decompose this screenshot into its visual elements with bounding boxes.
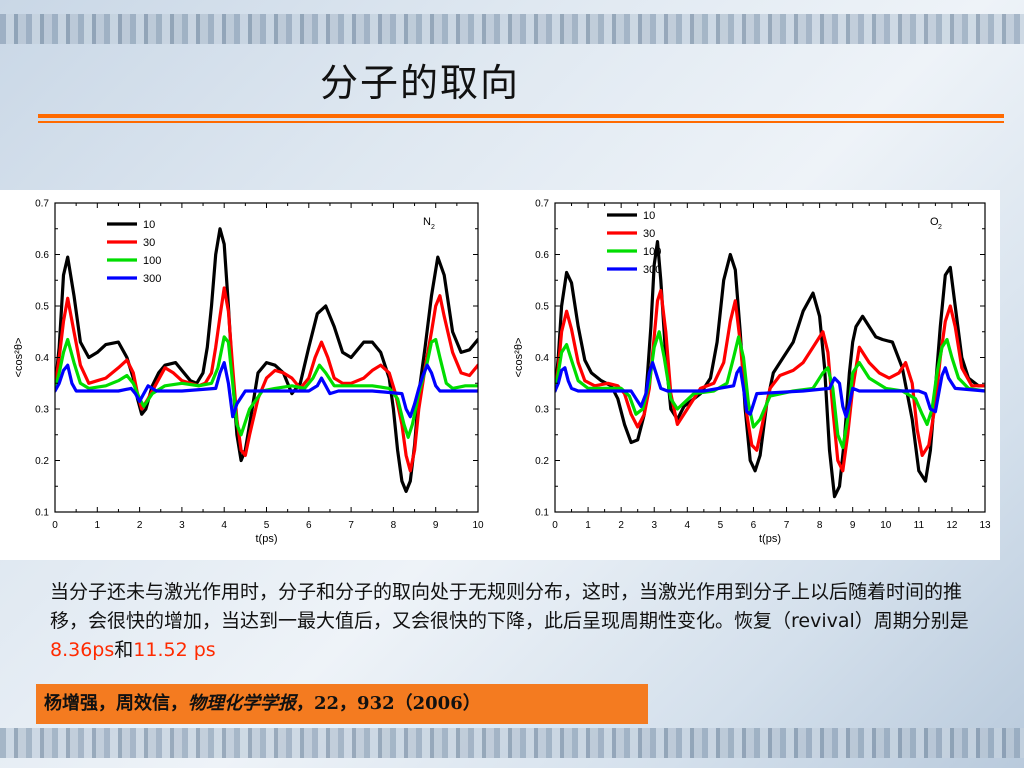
x-tick-label: 5 — [264, 520, 270, 531]
series-line-30 — [55, 286, 478, 473]
y-tick-label: 0.7 — [535, 199, 549, 210]
legend-label-300: 300 — [643, 264, 661, 276]
series-line-30 — [555, 288, 985, 473]
revival-period-n2: 8.36ps — [50, 639, 115, 661]
x-tick-label: 3 — [179, 520, 185, 531]
series-line-100 — [55, 335, 478, 439]
x-tick-label: 6 — [306, 520, 312, 531]
chart-panel-o2: 0 1 2 3 4 5 6 7 8 9 10 11 12 13 0.1 0.2 0.3 0.4 0.5 0.6 0.7 t… — [500, 190, 1000, 560]
y-axis-label: <cos²θ> — [513, 338, 525, 378]
x-tick-label: 9 — [850, 520, 856, 531]
y-tick-label: 0.2 — [35, 456, 49, 467]
x-tick-label: 8 — [391, 520, 397, 531]
x-tick-label: 8 — [817, 520, 823, 531]
x-tick-label: 1 — [585, 520, 591, 531]
x-tick-label: 11 — [914, 520, 925, 531]
slide-title: 分子的取向 — [320, 61, 521, 105]
molecule-label: O — [930, 216, 939, 228]
y-tick-label: 0.2 — [535, 456, 549, 467]
x-tick-label: 10 — [880, 520, 892, 531]
molecule-label: N — [423, 216, 431, 228]
legend-label-100: 100 — [143, 255, 161, 267]
x-tick-label: 4 — [221, 520, 227, 531]
x-tick-label: 7 — [784, 520, 790, 531]
y-tick-label: 0.5 — [535, 302, 549, 313]
title-divider — [38, 114, 1004, 118]
x-tick-label: 6 — [751, 520, 757, 531]
y-tick-label: 0.4 — [35, 353, 49, 364]
title-divider-thin — [38, 121, 1004, 123]
x-axis-label: t(ps) — [759, 533, 781, 545]
plot-frame — [54, 202, 479, 513]
body-text-and: 和 — [114, 639, 134, 661]
decorative-top-band — [0, 14, 1024, 44]
x-tick-label: 1 — [95, 520, 101, 531]
molecule-label-subscript: 2 — [938, 224, 942, 231]
y-tick-label: 0.6 — [535, 250, 549, 261]
citation-authors: 杨增强，周效信， — [44, 693, 188, 714]
citation-details: ，22，932（2006） — [296, 693, 481, 714]
x-tick-label: 9 — [433, 520, 439, 531]
y-tick-label: 0.4 — [535, 353, 549, 364]
chart-n2: 0 1 2 3 4 5 6 7 8 9 10 0.1 0.2 0.3 0.4 0.5 0.6 0.7 t(ps) <c… — [13, 199, 484, 546]
x-tick-label: 5 — [718, 520, 724, 531]
x-tick-label: 0 — [552, 520, 558, 531]
y-axis-label: <cos²θ> — [13, 338, 25, 378]
y-tick-label: 0.3 — [35, 405, 49, 416]
plot-frame — [554, 202, 986, 513]
series-line-300 — [55, 361, 478, 419]
body-text-main: 当分子还未与激光作用时，分子和分子的取向处于无规则分布，这时，当激光作用到分子上… — [50, 581, 969, 632]
x-tick-label: 2 — [137, 520, 143, 531]
decorative-bottom-band — [0, 728, 1024, 758]
y-tick-label: 0.1 — [535, 508, 549, 519]
chart-panel-n2: 0 1 2 3 4 5 6 7 8 9 10 0.1 0.2 0.3 0.4 0.5 0.6 0.7 t(ps) <c… — [0, 190, 500, 560]
y-tick-label: 0.5 — [35, 302, 49, 313]
y-tick-label: 0.3 — [535, 405, 549, 416]
legend-label-30: 30 — [143, 237, 155, 249]
x-tick-label: 3 — [651, 520, 657, 531]
legend-label-100: 100 — [643, 246, 661, 258]
body-paragraph: 当分子还未与激光作用时，分子和分子的取向处于无规则分布，这时，当激光作用到分子上… — [50, 578, 980, 665]
x-tick-label: 2 — [618, 520, 624, 531]
series-line-300 — [555, 361, 985, 419]
y-tick-label: 0.1 — [35, 508, 49, 519]
legend-label-10: 10 — [643, 210, 655, 222]
y-tick-label: 0.6 — [35, 250, 49, 261]
citation-journal: 物理化学学报 — [188, 693, 296, 714]
y-tick-label: 0.7 — [35, 199, 49, 210]
chart-o2: 0 1 2 3 4 5 6 7 8 9 10 11 12 130.10.20.30.40.50.60.7t… — [513, 199, 991, 546]
molecule-label-subscript: 2 — [431, 224, 435, 231]
x-tick-label: 13 — [979, 520, 991, 531]
x-tick-label: 7 — [348, 520, 354, 531]
x-tick-label: 12 — [946, 520, 958, 531]
series-line-10 — [555, 240, 985, 499]
x-tick-label: 0 — [52, 520, 58, 531]
x-axis-label: t(ps) — [256, 533, 278, 545]
revival-period-o2: 11.52 ps — [133, 639, 216, 661]
citation-box: 杨增强，周效信，物理化学学报，22，932（2006） — [36, 684, 648, 724]
legend-label-10: 10 — [143, 219, 155, 231]
x-tick-label: 4 — [685, 520, 691, 531]
legend-label-300: 300 — [143, 273, 161, 285]
legend-label-30: 30 — [643, 228, 655, 240]
x-tick-label: 10 — [472, 520, 484, 531]
